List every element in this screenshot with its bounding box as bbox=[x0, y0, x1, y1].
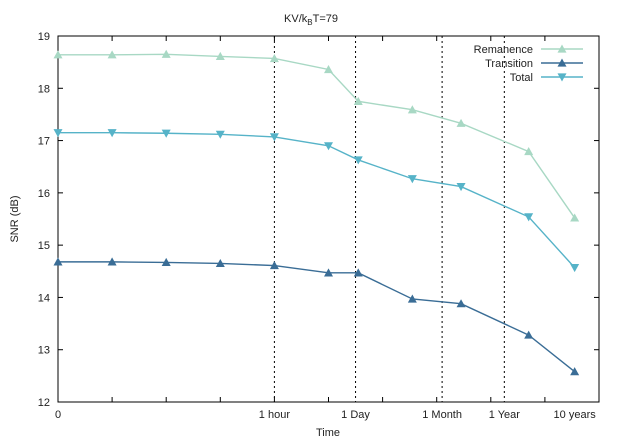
legend: Remanence Transition Total bbox=[474, 44, 583, 84]
legend-marker bbox=[557, 44, 567, 53]
series-line-remanence bbox=[58, 53, 576, 219]
series-remanence bbox=[53, 49, 580, 222]
x-tick-label: 0 bbox=[55, 409, 61, 421]
data-point bbox=[161, 129, 171, 138]
data-point bbox=[353, 156, 363, 165]
data-point bbox=[107, 50, 117, 59]
data-point bbox=[215, 51, 225, 60]
data-point bbox=[353, 268, 363, 277]
series-line-total bbox=[58, 132, 576, 269]
chart-title: KV/kBT=79 bbox=[284, 13, 338, 27]
data-point bbox=[456, 299, 466, 308]
data-point bbox=[524, 213, 534, 222]
data-point bbox=[407, 294, 417, 303]
legend-label-transition: Transition bbox=[485, 58, 533, 70]
y-tick-label: 14 bbox=[38, 292, 50, 304]
data-series bbox=[53, 49, 580, 376]
x-tick-label: 10 years bbox=[554, 409, 597, 421]
data-point bbox=[570, 264, 580, 273]
data-point bbox=[53, 257, 63, 266]
y-tick-label: 15 bbox=[38, 240, 50, 252]
series-transition bbox=[53, 257, 580, 376]
x-tick-label: 1 hour bbox=[259, 409, 291, 421]
series-total bbox=[53, 129, 580, 273]
x-axis-label: Time bbox=[316, 427, 340, 439]
data-point bbox=[161, 257, 171, 266]
x-tick-label: 1 Month bbox=[422, 409, 462, 421]
data-point bbox=[53, 50, 63, 59]
data-point bbox=[269, 53, 279, 63]
data-point bbox=[215, 258, 225, 268]
data-point bbox=[269, 261, 279, 270]
y-tick-label: 13 bbox=[38, 345, 50, 357]
data-point bbox=[524, 147, 534, 156]
data-point bbox=[215, 130, 225, 139]
y-tick-label: 17 bbox=[38, 136, 50, 148]
data-point bbox=[456, 182, 466, 192]
data-point bbox=[161, 49, 171, 58]
legend-label-remanence: Remanence bbox=[474, 44, 533, 56]
y-axis: 12 13 14 15 16 17 18 19 bbox=[38, 31, 599, 409]
data-point bbox=[107, 129, 117, 138]
data-point bbox=[570, 367, 580, 376]
data-point bbox=[324, 64, 333, 74]
y-tick-label: 12 bbox=[38, 397, 50, 409]
data-point bbox=[524, 330, 534, 339]
legend-label-total: Total bbox=[510, 72, 533, 84]
data-point bbox=[570, 213, 580, 222]
y-tick-label: 18 bbox=[38, 83, 50, 95]
vertical-reference-lines bbox=[273, 36, 505, 402]
series-line-transition bbox=[58, 261, 576, 373]
data-point bbox=[269, 133, 279, 142]
y-axis-label: SNR (dB) bbox=[9, 195, 21, 242]
plot-frame bbox=[57, 35, 600, 403]
x-axis: 0 1 hour 1 Day 1 Month 1 Year 10 years bbox=[55, 36, 600, 421]
x-tick-label: 1 Day bbox=[341, 409, 370, 421]
legend-marker bbox=[557, 58, 567, 67]
data-point bbox=[324, 142, 333, 151]
data-point bbox=[407, 105, 417, 114]
y-tick-label: 16 bbox=[38, 188, 50, 200]
data-point bbox=[324, 268, 333, 277]
data-point bbox=[107, 257, 117, 266]
data-point bbox=[53, 129, 63, 138]
data-point bbox=[407, 175, 417, 184]
y-tick-label: 19 bbox=[38, 31, 50, 43]
data-point bbox=[353, 96, 363, 105]
legend-marker bbox=[557, 73, 567, 82]
data-point bbox=[456, 118, 466, 127]
x-tick-label: 1 Year bbox=[489, 409, 521, 421]
